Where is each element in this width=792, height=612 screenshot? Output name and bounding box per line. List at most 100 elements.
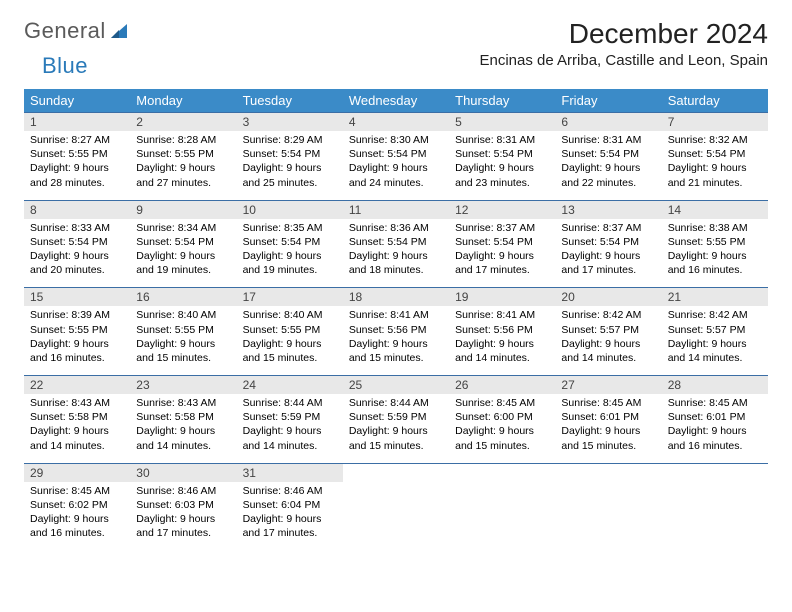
sunrise-line: Sunrise: 8:43 AM	[136, 396, 230, 410]
day-content-cell: Sunrise: 8:32 AMSunset: 5:54 PMDaylight:…	[662, 131, 768, 200]
logo-text-blue: Blue	[42, 53, 88, 79]
sunrise-line: Sunrise: 8:31 AM	[455, 133, 549, 147]
sunrise-line: Sunrise: 8:40 AM	[243, 308, 337, 322]
day-content-cell: Sunrise: 8:33 AMSunset: 5:54 PMDaylight:…	[24, 219, 130, 288]
day-content-cell: Sunrise: 8:34 AMSunset: 5:54 PMDaylight:…	[130, 219, 236, 288]
sunset-line: Sunset: 5:58 PM	[30, 410, 124, 424]
daylight-line: Daylight: 9 hours and 14 minutes.	[136, 424, 230, 452]
sunset-line: Sunset: 5:59 PM	[349, 410, 443, 424]
daylight-line: Daylight: 9 hours and 16 minutes.	[30, 512, 124, 540]
day-content-cell	[555, 482, 661, 551]
col-tuesday: Tuesday	[237, 89, 343, 113]
daylight-line: Daylight: 9 hours and 16 minutes.	[668, 249, 762, 277]
month-title: December 2024	[479, 18, 768, 50]
content-row: Sunrise: 8:45 AMSunset: 6:02 PMDaylight:…	[24, 482, 768, 551]
day-number-cell: 28	[662, 376, 768, 395]
daynum-row: 293031	[24, 463, 768, 482]
day-content-cell: Sunrise: 8:28 AMSunset: 5:55 PMDaylight:…	[130, 131, 236, 200]
day-content-cell: Sunrise: 8:43 AMSunset: 5:58 PMDaylight:…	[24, 394, 130, 463]
daylight-line: Daylight: 9 hours and 15 minutes.	[136, 337, 230, 365]
day-content-cell	[343, 482, 449, 551]
sunset-line: Sunset: 5:55 PM	[136, 323, 230, 337]
sunset-line: Sunset: 5:54 PM	[349, 147, 443, 161]
col-wednesday: Wednesday	[343, 89, 449, 113]
content-row: Sunrise: 8:27 AMSunset: 5:55 PMDaylight:…	[24, 131, 768, 200]
day-number-cell: 22	[24, 376, 130, 395]
day-content-cell: Sunrise: 8:42 AMSunset: 5:57 PMDaylight:…	[555, 306, 661, 375]
sunset-line: Sunset: 5:57 PM	[561, 323, 655, 337]
sunrise-line: Sunrise: 8:36 AM	[349, 221, 443, 235]
sunset-line: Sunset: 6:00 PM	[455, 410, 549, 424]
day-number-cell: 21	[662, 288, 768, 307]
col-thursday: Thursday	[449, 89, 555, 113]
sunrise-line: Sunrise: 8:34 AM	[136, 221, 230, 235]
sunrise-line: Sunrise: 8:40 AM	[136, 308, 230, 322]
day-number-cell: 8	[24, 200, 130, 219]
col-friday: Friday	[555, 89, 661, 113]
daylight-line: Daylight: 9 hours and 27 minutes.	[136, 161, 230, 189]
calendar-table: Sunday Monday Tuesday Wednesday Thursday…	[24, 89, 768, 550]
day-content-cell: Sunrise: 8:41 AMSunset: 5:56 PMDaylight:…	[343, 306, 449, 375]
day-number-cell: 17	[237, 288, 343, 307]
day-number-cell: 15	[24, 288, 130, 307]
day-number-cell: 30	[130, 463, 236, 482]
sunset-line: Sunset: 5:54 PM	[455, 235, 549, 249]
sunset-line: Sunset: 5:54 PM	[349, 235, 443, 249]
sunrise-line: Sunrise: 8:28 AM	[136, 133, 230, 147]
sunset-line: Sunset: 6:04 PM	[243, 498, 337, 512]
sunrise-line: Sunrise: 8:37 AM	[561, 221, 655, 235]
sunrise-line: Sunrise: 8:29 AM	[243, 133, 337, 147]
logo-text-gray: General	[24, 18, 106, 44]
sunset-line: Sunset: 5:54 PM	[243, 147, 337, 161]
content-row: Sunrise: 8:39 AMSunset: 5:55 PMDaylight:…	[24, 306, 768, 375]
daylight-line: Daylight: 9 hours and 14 minutes.	[30, 424, 124, 452]
sunset-line: Sunset: 5:56 PM	[455, 323, 549, 337]
day-content-cell: Sunrise: 8:40 AMSunset: 5:55 PMDaylight:…	[130, 306, 236, 375]
sunrise-line: Sunrise: 8:42 AM	[561, 308, 655, 322]
daylight-line: Daylight: 9 hours and 15 minutes.	[349, 337, 443, 365]
daylight-line: Daylight: 9 hours and 16 minutes.	[668, 424, 762, 452]
sunset-line: Sunset: 6:01 PM	[668, 410, 762, 424]
sunset-line: Sunset: 5:56 PM	[349, 323, 443, 337]
day-number-cell: 9	[130, 200, 236, 219]
col-monday: Monday	[130, 89, 236, 113]
daylight-line: Daylight: 9 hours and 17 minutes.	[561, 249, 655, 277]
daylight-line: Daylight: 9 hours and 28 minutes.	[30, 161, 124, 189]
day-content-cell: Sunrise: 8:38 AMSunset: 5:55 PMDaylight:…	[662, 219, 768, 288]
daylight-line: Daylight: 9 hours and 23 minutes.	[455, 161, 549, 189]
day-number-cell: 23	[130, 376, 236, 395]
sunrise-line: Sunrise: 8:32 AM	[668, 133, 762, 147]
day-content-cell: Sunrise: 8:31 AMSunset: 5:54 PMDaylight:…	[555, 131, 661, 200]
day-number-cell	[343, 463, 449, 482]
day-content-cell	[449, 482, 555, 551]
daylight-line: Daylight: 9 hours and 21 minutes.	[668, 161, 762, 189]
day-content-cell: Sunrise: 8:39 AMSunset: 5:55 PMDaylight:…	[24, 306, 130, 375]
day-content-cell: Sunrise: 8:45 AMSunset: 6:01 PMDaylight:…	[555, 394, 661, 463]
sunset-line: Sunset: 5:58 PM	[136, 410, 230, 424]
day-header-row: Sunday Monday Tuesday Wednesday Thursday…	[24, 89, 768, 113]
sunset-line: Sunset: 5:55 PM	[136, 147, 230, 161]
day-content-cell: Sunrise: 8:43 AMSunset: 5:58 PMDaylight:…	[130, 394, 236, 463]
sunset-line: Sunset: 5:54 PM	[561, 235, 655, 249]
day-number-cell: 1	[24, 113, 130, 132]
day-number-cell: 11	[343, 200, 449, 219]
daynum-row: 891011121314	[24, 200, 768, 219]
day-content-cell: Sunrise: 8:45 AMSunset: 6:02 PMDaylight:…	[24, 482, 130, 551]
day-number-cell: 16	[130, 288, 236, 307]
sunrise-line: Sunrise: 8:44 AM	[243, 396, 337, 410]
day-content-cell: Sunrise: 8:42 AMSunset: 5:57 PMDaylight:…	[662, 306, 768, 375]
sunrise-line: Sunrise: 8:45 AM	[561, 396, 655, 410]
sunrise-line: Sunrise: 8:35 AM	[243, 221, 337, 235]
daylight-line: Daylight: 9 hours and 15 minutes.	[243, 337, 337, 365]
daylight-line: Daylight: 9 hours and 17 minutes.	[136, 512, 230, 540]
day-number-cell: 19	[449, 288, 555, 307]
daylight-line: Daylight: 9 hours and 15 minutes.	[349, 424, 443, 452]
daylight-line: Daylight: 9 hours and 25 minutes.	[243, 161, 337, 189]
daylight-line: Daylight: 9 hours and 22 minutes.	[561, 161, 655, 189]
sunrise-line: Sunrise: 8:27 AM	[30, 133, 124, 147]
day-content-cell: Sunrise: 8:46 AMSunset: 6:04 PMDaylight:…	[237, 482, 343, 551]
sunrise-line: Sunrise: 8:46 AM	[243, 484, 337, 498]
daynum-row: 1234567	[24, 113, 768, 132]
day-number-cell: 29	[24, 463, 130, 482]
daylight-line: Daylight: 9 hours and 15 minutes.	[561, 424, 655, 452]
